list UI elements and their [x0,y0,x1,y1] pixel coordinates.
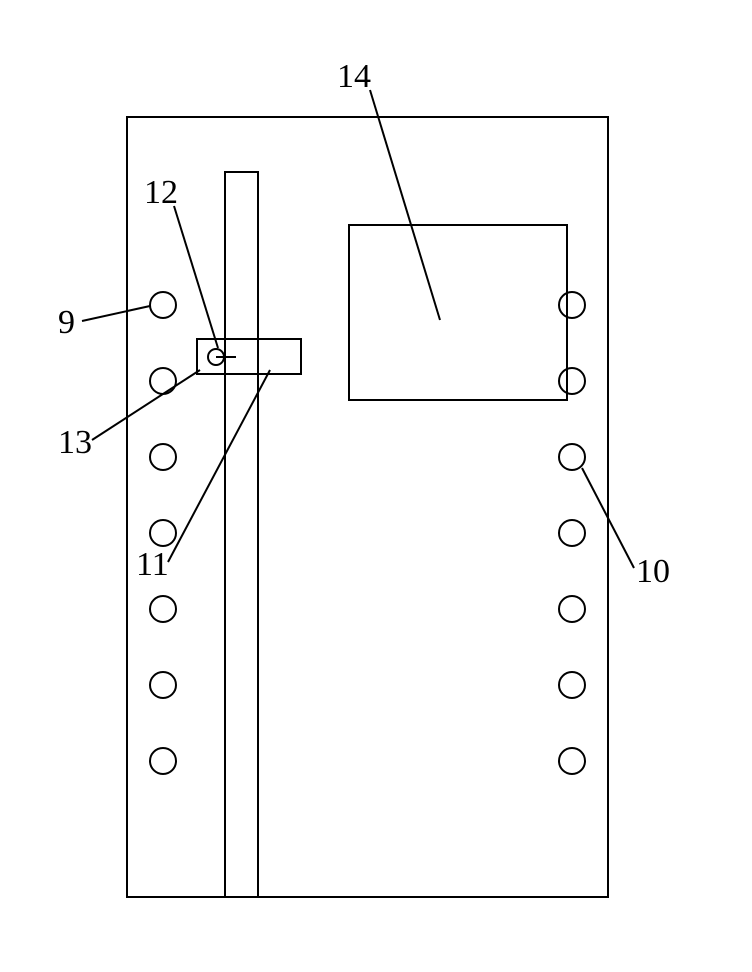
callout-label-13: 13 [58,424,92,461]
left-hole [150,292,176,318]
right-hole [559,368,585,394]
right-hole [559,444,585,470]
right-hole [559,672,585,698]
leader-line-14 [370,90,440,320]
callout-label-12: 12 [144,174,178,211]
right-hole [559,520,585,546]
technical-diagram: 14 12 9 13 11 10 [0,0,752,972]
callout-label-14: 14 [337,58,371,95]
leader-line-13 [92,370,200,440]
right-hole [559,748,585,774]
labels-layer: 14 12 9 13 11 10 [58,58,670,590]
callout-label-10: 10 [636,553,670,590]
leader-line-9 [82,306,150,321]
callout-label-9: 9 [58,304,75,341]
left-hole [150,596,176,622]
slider-rect [197,339,301,374]
vertical-bar-rect [225,172,258,897]
left-hole [150,672,176,698]
outer-panel-rect [127,117,608,897]
right-hole [559,596,585,622]
inner-window-rect [349,225,567,400]
leader-lines-layer [82,90,634,568]
shapes-layer [127,117,608,897]
left-hole [150,368,176,394]
left-hole [150,520,176,546]
right-hole [559,292,585,318]
leader-line-11 [168,370,270,562]
left-hole [150,444,176,470]
leader-line-12 [174,206,218,348]
left-hole [150,748,176,774]
callout-label-11: 11 [136,546,169,583]
